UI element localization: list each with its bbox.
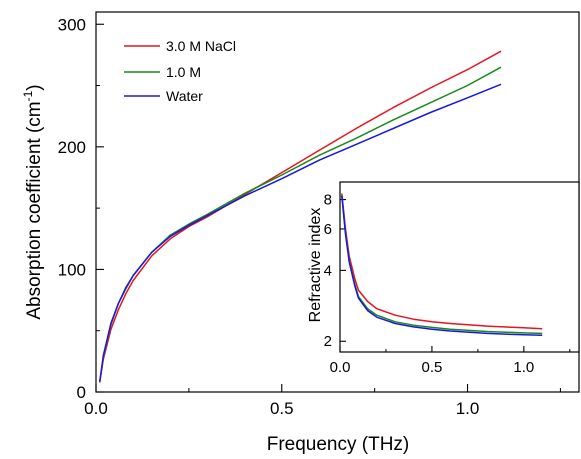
- main-y-tick-label: 100: [58, 260, 86, 279]
- main-y-axis-title-sup: -1: [21, 90, 35, 101]
- inset-y-axis-title: Refractive index: [307, 208, 324, 323]
- main-y-axis-title-main: Absorption coefficient (cm: [24, 101, 45, 319]
- legend-label-water: Water: [166, 88, 203, 104]
- main-y-axis-title-close: ): [24, 84, 45, 90]
- main-series-water: [98, 83, 502, 383]
- main-x-tick-label: 0.0: [84, 399, 108, 418]
- main-axis-ticks: 0.0 0.5 1.0 0 100 200 300: [58, 15, 561, 418]
- main-series-3-0-m-nacl: [98, 50, 502, 383]
- inset-axis-ticks: 0.0 0.5 1.0 2 4 6 8: [324, 192, 571, 376]
- main-x-tick-label: 0.5: [270, 399, 294, 418]
- inset-y-tick-label: 6: [324, 221, 332, 238]
- inset-x-tick-label: 0.0: [330, 359, 351, 376]
- inset-chart: Refractive index 0.0 0.5 1.0 2 4 6 8: [307, 181, 580, 376]
- inset-series-3-0-m-nacl: [341, 193, 543, 330]
- inset-y-tick-label: 8: [324, 192, 332, 209]
- main-y-tick-label: 0: [77, 383, 86, 402]
- inset-x-tick-label: 0.5: [421, 359, 442, 376]
- inset-y-tick-label: 4: [324, 262, 332, 279]
- main-y-tick-label: 200: [58, 138, 86, 157]
- legend: 3.0 M NaCl 1.0 M Water: [124, 38, 236, 104]
- inset-background: [340, 182, 579, 352]
- main-x-tick-label: 1.0: [456, 399, 480, 418]
- inset-series-water: [341, 195, 543, 337]
- inset-series-lines: [341, 193, 543, 337]
- legend-label-1m: 1.0 M: [166, 64, 201, 80]
- main-x-axis-title: Frequency (THz): [267, 434, 410, 455]
- main-y-axis-title: Absorption coefficient (cm-1): [21, 84, 45, 319]
- inset-x-tick-label: 1.0: [513, 359, 534, 376]
- main-y-tick-label: 300: [58, 15, 86, 34]
- inset-y-tick-label: 2: [324, 333, 332, 350]
- inset-plot-frame: [339, 181, 580, 353]
- main-series-lines: [98, 50, 502, 383]
- legend-label-nacl: 3.0 M NaCl: [166, 38, 236, 54]
